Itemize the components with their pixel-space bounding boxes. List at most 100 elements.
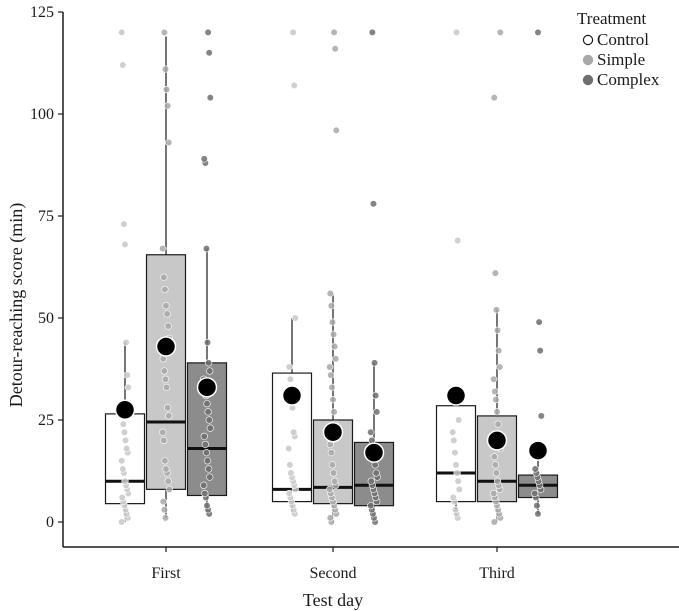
data-point-control-third [454, 236, 462, 245]
data-point-simple-first [164, 477, 172, 485]
data-point-control-third [449, 493, 457, 502]
data-point-simple-first [161, 285, 169, 294]
data-point-control-second [286, 375, 294, 383]
data-point-simple-first [159, 245, 167, 253]
data-point-complex-first [204, 408, 212, 416]
data-point-complex-first [200, 155, 208, 163]
data-point-control-first [121, 240, 129, 249]
data-point-simple-first [159, 428, 167, 436]
legend-swatch-complex [582, 74, 594, 86]
data-point-control-first [118, 28, 126, 37]
data-point-control-third [449, 428, 457, 436]
data-point-simple-first [163, 310, 171, 318]
data-point-control-first [120, 428, 129, 436]
data-point-simple-second [328, 318, 337, 326]
data-point-simple-first [165, 412, 173, 420]
data-point-simple-second [331, 45, 339, 53]
data-point-simple-second [331, 342, 339, 351]
mean-marker-complex-second [363, 442, 385, 463]
data-point-complex-second [368, 28, 376, 37]
data-point-control-second [287, 469, 295, 477]
data-point-control-third [452, 461, 460, 469]
data-point-complex-first [205, 465, 213, 473]
mean-marker-simple-second [322, 421, 344, 443]
data-point-simple-first [161, 514, 170, 522]
data-point-control-first [118, 518, 126, 526]
data-point-control-first [120, 220, 128, 228]
data-point-simple-second [332, 355, 340, 363]
legend-label-complex: Complex [597, 70, 660, 89]
data-point-complex-first [202, 245, 211, 253]
data-point-simple-third [490, 453, 498, 461]
y-tick-label: 25 [38, 412, 54, 429]
data-point-control-third [454, 477, 462, 485]
mean-marker-control-second [281, 385, 303, 406]
mean-marker-control-first [114, 399, 136, 421]
data-point-simple-third [496, 28, 504, 37]
data-point-control-first [123, 371, 131, 379]
data-point-simple-first [164, 322, 172, 330]
data-point-control-first [124, 383, 132, 391]
data-point-control-third [452, 28, 461, 37]
y-tick-label: 100 [30, 106, 54, 123]
data-point-simple-second [329, 330, 338, 338]
data-point-simple-first [160, 506, 168, 514]
data-point-control-first [119, 420, 127, 428]
data-point-simple-third [493, 326, 502, 334]
data-point-complex-third [531, 489, 539, 498]
data-point-complex-first [203, 400, 211, 408]
data-point-simple-first [162, 85, 171, 94]
data-point-control-first [119, 61, 127, 69]
y-tick-label: 125 [30, 4, 54, 21]
data-point-simple-third [492, 306, 501, 314]
data-point-complex-first [201, 440, 209, 449]
data-point-simple-second [328, 383, 336, 391]
data-point-control-second [285, 444, 293, 453]
point-layer [118, 28, 545, 526]
data-point-simple-first [160, 273, 168, 281]
data-point-simple-second [332, 126, 340, 134]
x-tick-label-third: Third [479, 565, 515, 582]
data-point-complex-first [203, 338, 212, 347]
data-point-simple-third [493, 477, 502, 485]
data-point-simple-first [161, 375, 170, 383]
data-point-complex-first [206, 473, 214, 481]
legend-swatch-simple [582, 54, 594, 66]
data-point-complex-first [204, 28, 212, 37]
data-point-simple-second [330, 28, 338, 37]
mean-marker-complex-third [527, 440, 549, 461]
data-point-control-third [451, 506, 460, 514]
data-point-complex-third [536, 347, 544, 355]
data-point-simple-first [162, 383, 171, 391]
legend-title: Treatment [577, 9, 647, 28]
data-point-simple-third [496, 363, 504, 371]
data-point-control-first [122, 338, 130, 347]
data-point-control-second [285, 363, 293, 371]
legend-label-control: Control [597, 30, 649, 49]
data-point-complex-second [373, 408, 381, 416]
x-axis-title: Test day [303, 590, 363, 610]
mean-marker-control-third [445, 385, 467, 406]
y-tick-label: 0 [46, 514, 54, 531]
axes: 0 25 50 75 100 125 First Second Third [30, 4, 679, 582]
mean-layer [114, 336, 549, 463]
data-point-complex-first [201, 489, 209, 498]
data-point-simple-second [327, 449, 335, 457]
mean-marker-complex-first [196, 377, 218, 398]
data-point-control-first [118, 493, 126, 502]
data-point-simple-second [330, 408, 338, 416]
data-point-complex-third [537, 412, 545, 420]
data-point-complex-second [372, 469, 380, 477]
data-point-complex-first [206, 367, 214, 375]
y-axis-title: Detour-reaching score (min) [6, 203, 27, 408]
data-point-control-second [290, 81, 298, 90]
data-point-simple-second [326, 363, 334, 371]
data-point-control-first [121, 477, 129, 485]
data-point-complex-first [206, 424, 214, 432]
data-point-complex-second [372, 391, 380, 400]
data-point-control-third [451, 449, 459, 457]
x-tick-label-second: Second [309, 565, 356, 582]
data-point-simple-first [165, 138, 173, 147]
data-point-control-third [450, 436, 458, 445]
data-point-simple-second [329, 396, 337, 404]
